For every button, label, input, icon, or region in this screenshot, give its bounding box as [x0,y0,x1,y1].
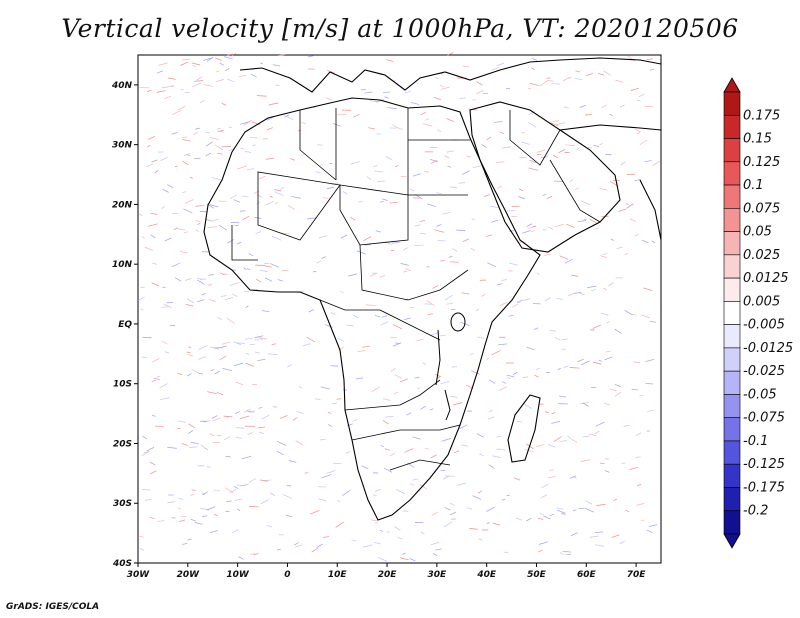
colorbar-level-label: -0.2 [743,504,768,519]
india-coastline [639,179,662,241]
lon-tick-label: 70E [627,570,647,580]
lon-tick-label: 30W [127,570,151,580]
lakes [435,312,466,421]
lon-tick-label: 40E [476,570,497,580]
colorbar-swatch [723,184,741,209]
lon-tick-label: 60E [577,570,597,580]
lat-tick-label: 40N [111,81,133,91]
colorbar: 0.175 0.15 0.125 0.1 0.075 0.05 0.025 0.0125 0.0… [723,77,793,549]
colorbar-level-label: 0.125 [743,155,780,170]
colorbar-swatch [723,301,741,325]
colorbar-level-label: 0.075 [743,201,780,216]
madagascar-coastline [507,394,541,463]
colorbar-level-label: -0.0125 [743,341,793,356]
map-frame [137,54,662,564]
lat-tick-label: 20N [112,200,133,210]
colorbar-level-label: -0.175 [743,480,785,495]
colorbar-swatch [723,138,741,163]
colorbar-swatch [723,417,741,442]
lat-tick-label: 20S [113,439,132,449]
europe-coastline [239,57,662,93]
lat-tick-label: EQ [118,320,132,330]
colorbar-level-label: 0.175 [743,108,780,123]
colorbar-swatch [723,510,741,535]
lon-tick-label: 10W [226,570,250,580]
colorbar-level-label: 0.05 [743,225,772,240]
colorbar-level-label: 0.005 [743,294,780,309]
lon-tick-label: 0 [284,570,290,580]
colorbar-swatch [723,463,741,488]
lat-tick-label: 30S [113,499,132,509]
colorbar-bottom-arrow [723,533,741,549]
colorbar-level-label: -0.025 [743,364,785,379]
colorbar-swatch [723,231,741,256]
velocity-field [137,52,661,562]
colorbar-level-label: 0.025 [743,248,780,263]
colorbar-level-label: 0.15 [743,132,772,147]
asia-coastline [559,124,662,131]
colorbar-swatch [723,114,741,139]
colorbar-level-label: -0.05 [743,387,777,402]
colorbar-swatch [723,208,741,232]
lat-tick-label: 40S [112,559,132,569]
colorbar-level-label: 0.1 [743,178,764,193]
lat-tick-label: 10S [113,380,132,390]
lon-tick-label: 50E [527,570,547,580]
colorbar-top-arrow [723,77,741,93]
colorbar-level-label: -0.075 [743,411,785,426]
colorbar-swatch [723,370,741,395]
lon-tick-label: 20W [177,570,201,580]
lat-tick-label: 10N [112,260,133,270]
colorbar-swatch [723,347,741,372]
colorbar-swatch [723,440,741,465]
colorbar-swatch [723,487,741,512]
latitude-axis: 40S 30S 20S 10S EQ 10N 20N 30N 40N [111,81,138,569]
colorbar-level-label: 0.0125 [743,271,789,286]
map-title: Vertical velocity [m/s] at 1000hPa, VT: … [61,14,739,43]
country-borders [231,108,601,471]
colorbar-swatch [723,91,741,116]
colorbar-level-label: -0.005 [743,318,785,333]
colorbar-swatch [723,254,741,279]
lon-tick-label: 10E [328,570,348,580]
lon-tick-label: 30E [428,570,448,580]
colorbar-swatch [723,394,741,418]
colorbar-level-label: -0.125 [743,457,785,472]
lat-tick-label: 30N [112,141,133,151]
colorbar-swatch [723,161,741,186]
lon-tick-label: 20E [378,570,398,580]
colorbar-level-label: -0.1 [743,434,768,449]
colorbar-swatch [723,324,741,349]
arabia-coastline [469,101,621,253]
colorbar-swatch [723,277,741,302]
longitude-axis: 30W 20W 10W 0 10E 20E 30E 40E 50E 60E 70E [127,563,647,580]
grads-credit: GrADS: IGES/COLA [6,602,100,612]
